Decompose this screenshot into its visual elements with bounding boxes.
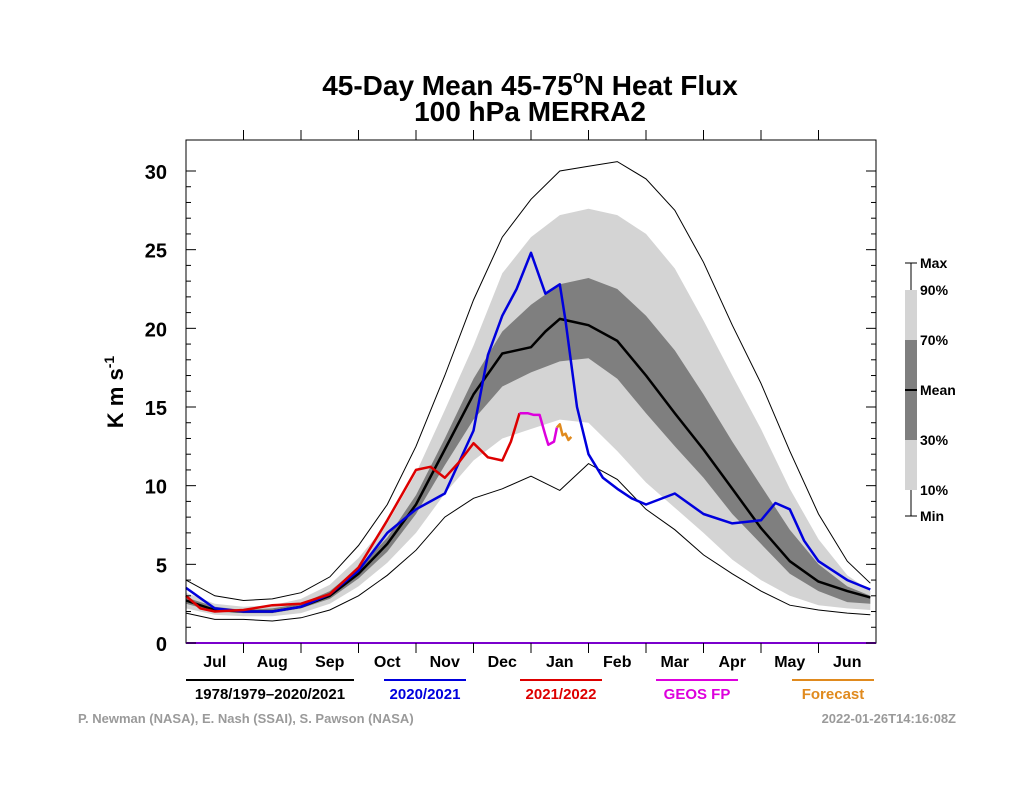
band-30-70 [186,278,871,614]
timestamp: 2022-01-26T14:16:08Z [822,711,956,726]
credits: P. Newman (NASA), E. Nash (SSAI), S. Paw… [78,711,414,726]
band-key-label: Mean [920,382,956,398]
min-line [185,462,871,622]
band-key-label: Max [920,255,947,271]
y-tick-label: 30 [145,162,167,184]
legend-label: 2021/2022 [526,686,597,703]
band-key-label: 10% [920,482,949,498]
month-label: Dec [488,654,517,671]
series-lines [185,251,871,613]
y-tick-label: 10 [145,477,167,499]
month-label: Aug [257,654,288,671]
month-label: Apr [718,654,746,671]
chart-subtitle: 100 hPa MERRA2 [414,96,646,127]
band-key: Max 90% 70% Mean 30% 10% Min [905,255,956,524]
band-key-label: 90% [920,282,949,298]
month-label: Oct [374,654,401,671]
series-2021-2022-line [185,412,521,613]
month-label: Mar [661,654,689,671]
y-tick-label: 20 [145,319,167,341]
legend: 1978/1979–2020/2021 2020/2021 2021/2022 GEO… [186,679,874,703]
month-label: May [774,654,805,671]
month-label: Feb [603,654,632,671]
forecast-line [555,423,573,442]
max-line [185,161,871,602]
geos-fp-line [519,412,559,447]
y-tick-label: 15 [145,398,167,420]
month-label: Jan [546,654,574,671]
month-label: Jul [203,654,226,671]
band-key-label: 70% [920,332,949,348]
band-key-label: Min [920,508,944,524]
y-tick-label: 5 [156,555,167,577]
axis-ticks: 0 5 10 15 20 25 30 Jul Aug Sep Oct Nov Dec Jan Feb Mar A… [145,130,876,671]
band-key-label: 30% [920,432,949,448]
chart-title: 45-Day Mean 45-75oN Heat Flux [322,67,738,101]
month-label: Sep [315,654,345,671]
legend-label: Forecast [802,686,865,703]
y-axis-label: K m s-1 [101,356,128,429]
month-label: Nov [430,654,460,671]
month-label: Jun [833,654,861,671]
climatology-bands [185,161,871,622]
legend-label: 2020/2021 [390,686,461,703]
legend-label: GEOS FP [664,686,731,703]
y-tick-label: 25 [145,241,167,263]
y-tick-label: 0 [156,634,167,656]
legend-label: 1978/1979–2020/2021 [195,686,345,703]
